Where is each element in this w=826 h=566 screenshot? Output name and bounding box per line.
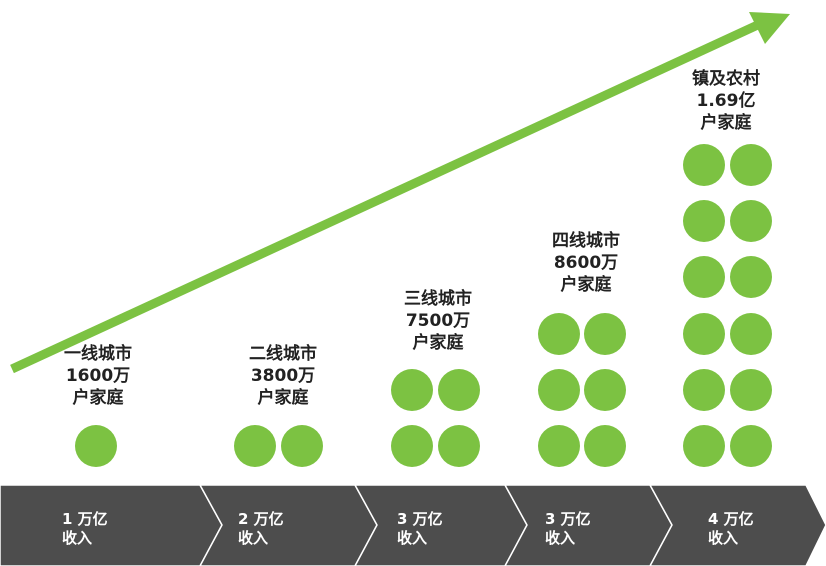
- household-circle-4-5: [538, 313, 580, 355]
- tier-unit: 户家庭: [72, 388, 124, 408]
- income-label-3: 3 万亿 收入: [397, 510, 443, 548]
- household-circle-4-3: [538, 369, 580, 411]
- growth-arrow-shaft: [10, 18, 764, 374]
- household-circle-5-12: [730, 144, 772, 186]
- tier-value: 3800万: [250, 366, 316, 386]
- household-circle-5-11: [683, 144, 725, 186]
- tier-label-1: 一线城市 1600万 户家庭: [48, 343, 148, 409]
- tier-label-4: 四线城市 8600万 户家庭: [531, 230, 641, 296]
- household-circle-4-1: [538, 425, 580, 467]
- income-unit: 收入: [397, 529, 428, 547]
- tier-unit: 户家庭: [560, 275, 612, 295]
- tier-unit: 户家庭: [700, 113, 752, 133]
- tier-label-5: 镇及农村 1.69亿 户家庭: [671, 68, 781, 134]
- income-label-2: 2 万亿 收入: [238, 510, 284, 548]
- household-circle-1-1: [75, 425, 117, 467]
- income-label-5: 4 万亿 收入: [708, 510, 754, 548]
- tier-name: 四线城市: [552, 231, 620, 251]
- income-amount: 1 万亿: [62, 510, 108, 528]
- household-circle-5-3: [683, 369, 725, 411]
- household-circle-3-3: [391, 369, 433, 411]
- household-circle-5-6: [730, 313, 772, 355]
- tier-unit: 户家庭: [257, 388, 309, 408]
- household-circle-5-10: [730, 200, 772, 242]
- household-circle-3-1: [391, 425, 433, 467]
- household-circle-5-8: [730, 256, 772, 298]
- tier-label-2: 二线城市 3800万 户家庭: [228, 343, 338, 409]
- income-unit: 收入: [545, 529, 576, 547]
- tier-name: 二线城市: [249, 344, 317, 364]
- income-unit: 收入: [62, 529, 93, 547]
- tier-name: 一线城市: [64, 344, 132, 364]
- household-circle-4-2: [584, 425, 626, 467]
- income-unit: 收入: [708, 529, 739, 547]
- tier-label-3: 三线城市 7500万 户家庭: [383, 288, 493, 354]
- income-amount: 3 万亿: [397, 510, 443, 528]
- household-circle-5-7: [683, 256, 725, 298]
- tier-value: 1.69亿: [696, 91, 756, 111]
- household-circle-5-9: [683, 200, 725, 242]
- household-circle-4-6: [584, 313, 626, 355]
- tier-name: 三线城市: [404, 289, 472, 309]
- income-band-segment-2: [198, 484, 378, 566]
- income-amount: 2 万亿: [238, 510, 284, 528]
- income-amount: 3 万亿: [545, 510, 591, 528]
- income-band-segment-1: [0, 484, 223, 566]
- household-circle-2-1: [234, 425, 276, 467]
- income-unit: 收入: [238, 529, 269, 547]
- household-circle-5-2: [730, 425, 772, 467]
- household-circle-2-2: [281, 425, 323, 467]
- tier-value: 1600万: [65, 366, 131, 386]
- tier-unit: 户家庭: [412, 333, 464, 353]
- tier-value: 8600万: [553, 253, 619, 273]
- household-circle-5-5: [683, 313, 725, 355]
- household-circle-3-2: [438, 425, 480, 467]
- income-label-1: 1 万亿 收入: [62, 510, 108, 548]
- household-circle-4-4: [584, 369, 626, 411]
- household-circle-5-4: [730, 369, 772, 411]
- household-circle-5-1: [683, 425, 725, 467]
- household-circle-3-4: [438, 369, 480, 411]
- income-amount: 4 万亿: [708, 510, 754, 528]
- growth-arrow-head: [749, 12, 790, 44]
- tier-name: 镇及农村: [692, 69, 760, 89]
- income-band-segment-5: [648, 484, 826, 566]
- income-label-4: 3 万亿 收入: [545, 510, 591, 548]
- tier-value: 7500万: [405, 311, 471, 331]
